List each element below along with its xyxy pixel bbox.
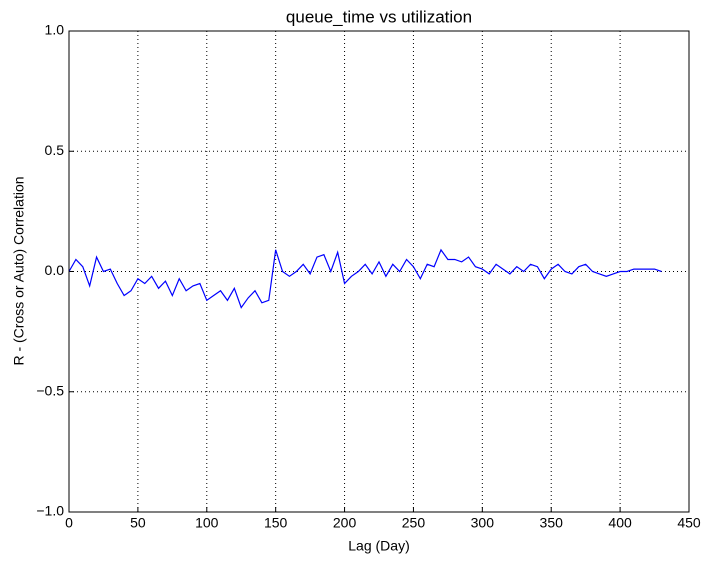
x-tick-label: 300	[471, 515, 495, 531]
x-tick-label: 100	[195, 515, 219, 531]
x-tick-label: 400	[608, 515, 632, 531]
y-tick-label: 0.0	[45, 262, 65, 278]
y-tick-label: −0.5	[36, 382, 64, 398]
x-tick-label: 350	[540, 515, 564, 531]
x-axis-label: Lag (Day)	[348, 538, 409, 554]
data-line	[68, 248, 662, 309]
x-tick-label: 250	[402, 515, 426, 531]
x-tick-label: 200	[333, 515, 357, 531]
chart-title: queue_time vs utilization	[286, 7, 472, 26]
x-tick-label: 150	[264, 515, 288, 531]
plot-frame	[68, 30, 690, 513]
x-tick-label: 450	[677, 515, 701, 531]
y-axis-label: R - (Cross or Auto) Correlation	[11, 176, 27, 365]
x-tick-label: 0	[65, 515, 73, 531]
y-tick-label: −1.0	[36, 503, 64, 519]
y-tick-label: 1.0	[45, 22, 65, 38]
x-tick-label: 50	[130, 515, 146, 531]
y-tick-label: 0.5	[45, 142, 65, 158]
